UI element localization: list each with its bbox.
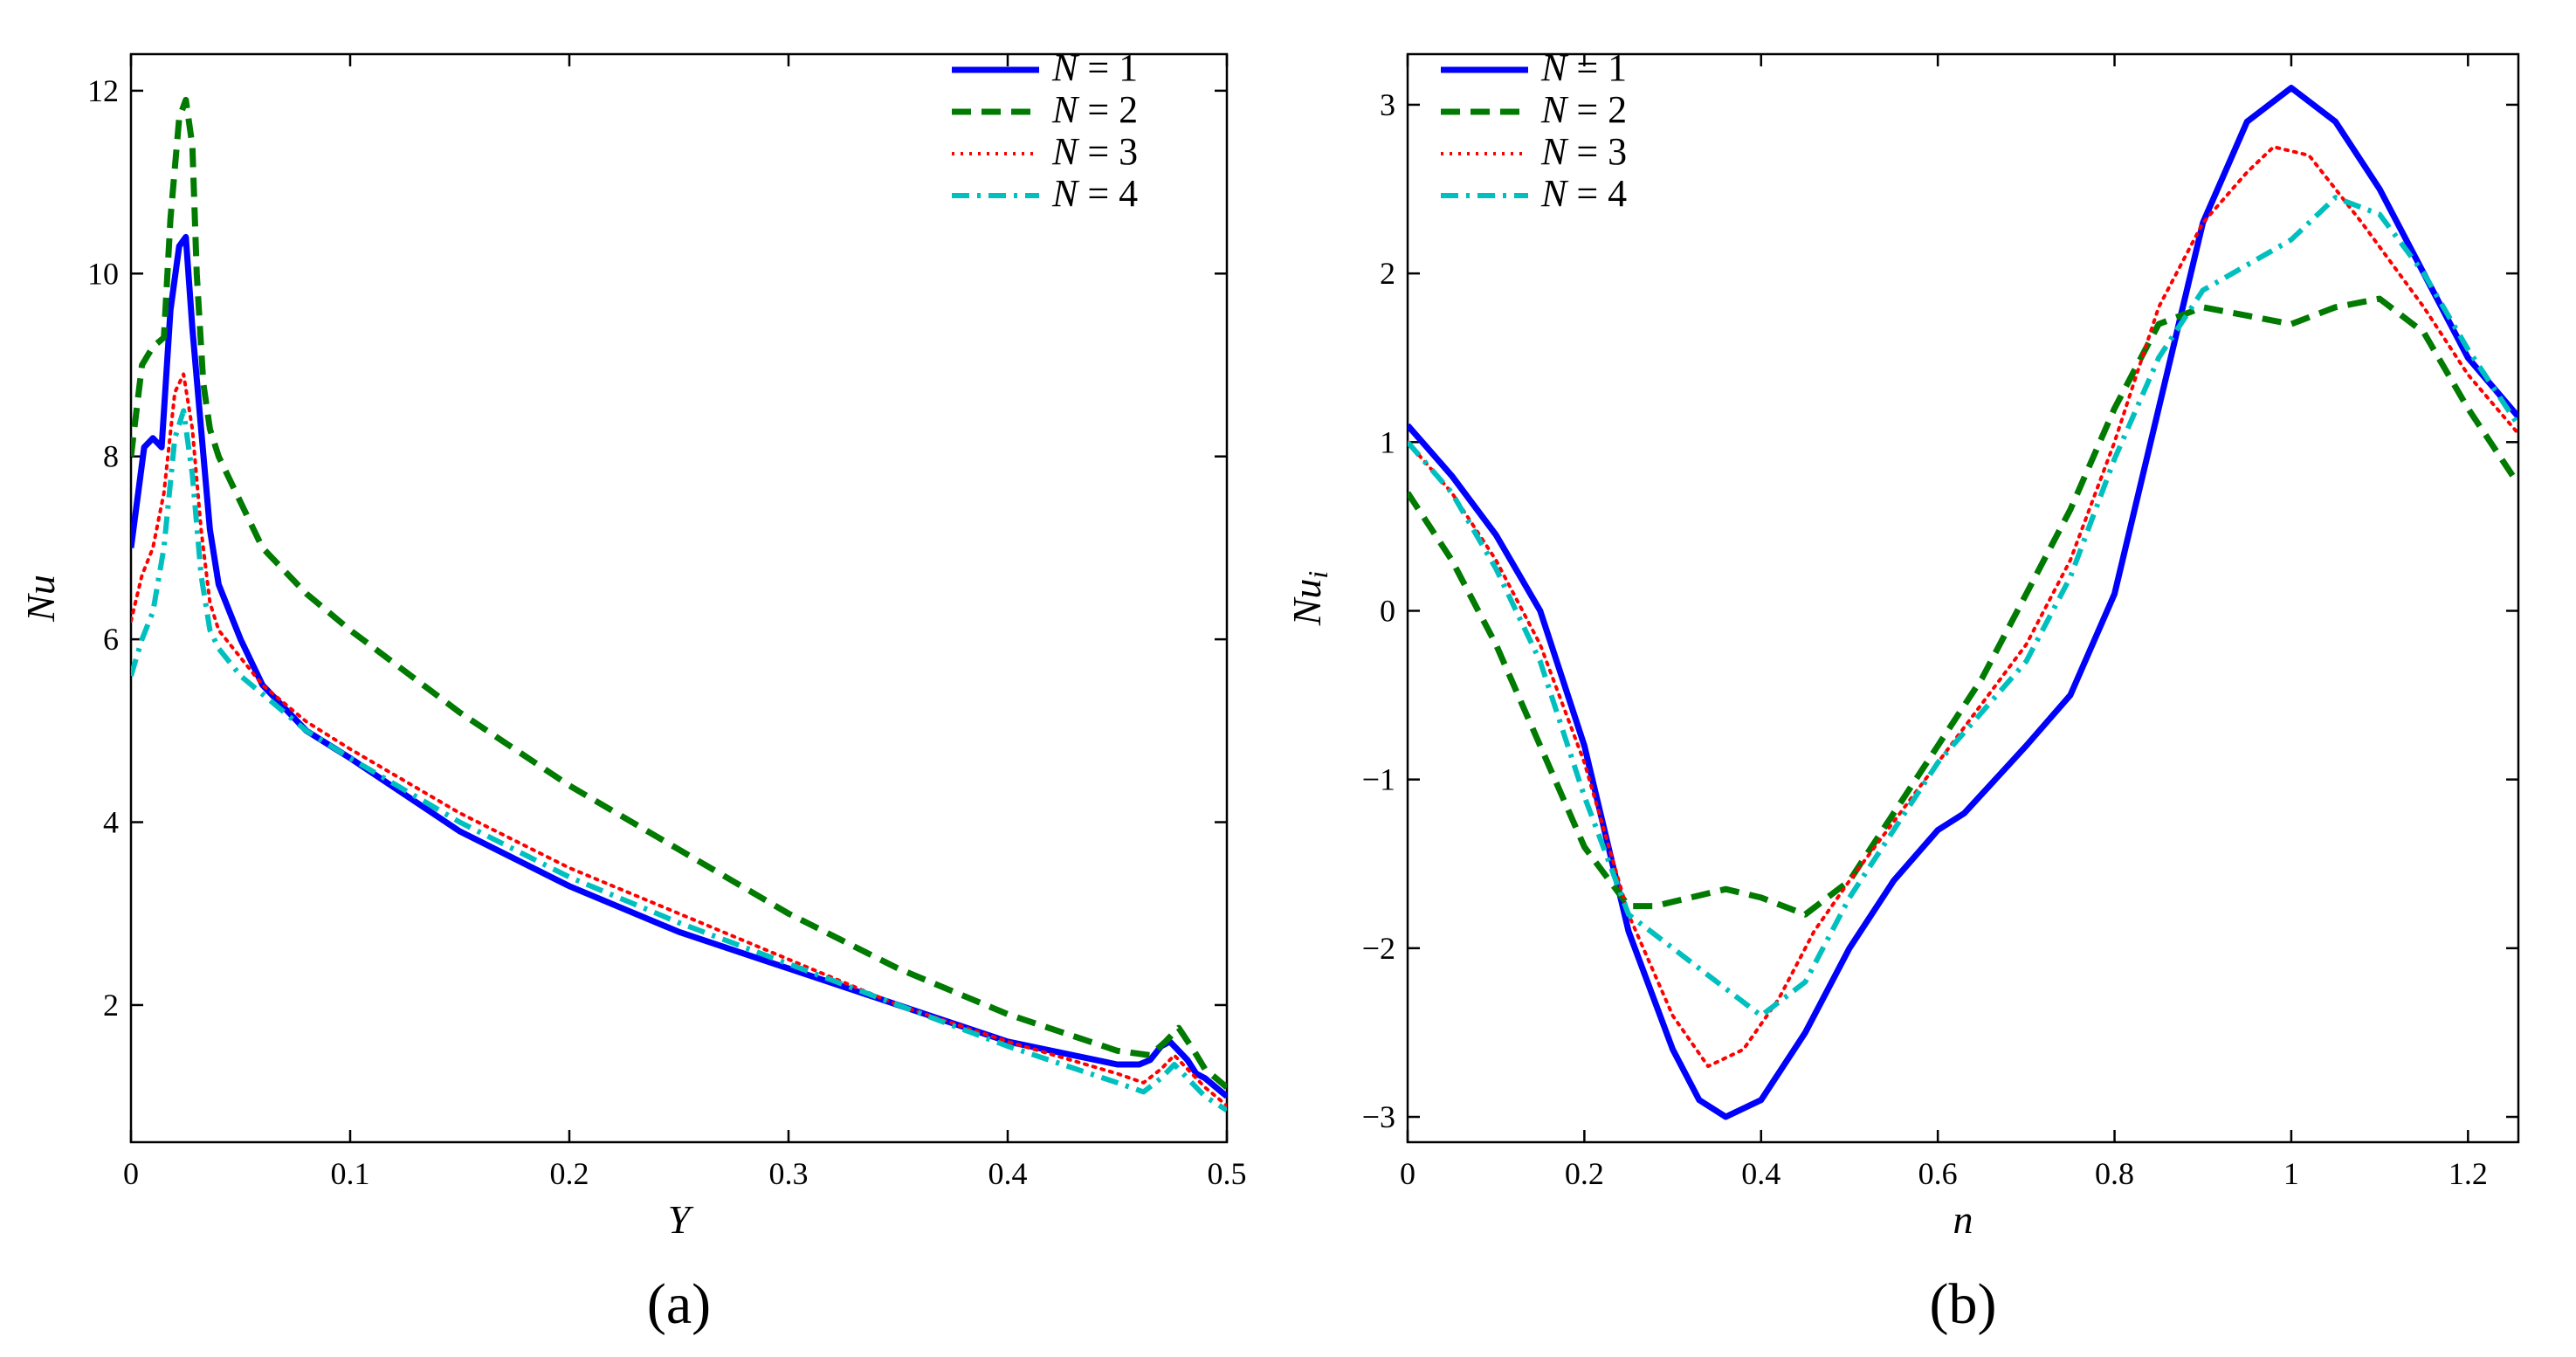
x-tick-label: 1 xyxy=(2283,1156,2299,1191)
x-tick-label: 0.4 xyxy=(1741,1156,1780,1191)
x-tick-label: 0.1 xyxy=(331,1156,370,1191)
legend-label: N = 3 xyxy=(1051,130,1138,173)
panel-b-y-label-main: Nu xyxy=(1285,579,1329,627)
legend-label: N = 3 xyxy=(1540,130,1627,173)
panel-b-plot-area xyxy=(1406,52,2520,1144)
panel-a-caption: (a) xyxy=(647,1272,711,1336)
y-tick-label: 2 xyxy=(1380,256,1395,291)
panel-a-ticks: 0 0.1 0.2 0.3 0.4 0.5 2 4 6 8 10 12 xyxy=(87,54,1247,1191)
legend-label: N = 1 xyxy=(1540,46,1627,89)
x-tick-label: 0.2 xyxy=(550,1156,589,1191)
x-tick-label: 0 xyxy=(123,1156,139,1191)
y-tick-label: −2 xyxy=(1362,931,1395,966)
y-tick-label: 1 xyxy=(1380,424,1395,459)
x-tick-label: 0 xyxy=(1400,1156,1415,1191)
panel-b-series xyxy=(1408,85,2518,1120)
x-tick-label: 1.2 xyxy=(2449,1156,2488,1191)
series-line-n4 xyxy=(131,408,1227,1112)
y-tick-label: 8 xyxy=(103,439,119,474)
panel-a-x-label: Y xyxy=(668,1197,694,1242)
panel-b-legend: N = 1N = 2N = 3N = 4 xyxy=(1441,46,1627,215)
y-tick-label: 2 xyxy=(103,988,119,1023)
panel-a-y-label: Nu xyxy=(18,575,63,623)
x-tick-label: 0.2 xyxy=(1565,1156,1604,1191)
series-line-n2 xyxy=(1408,295,2518,918)
y-tick-label: −3 xyxy=(1362,1099,1395,1134)
panel-a: 0 0.1 0.2 0.3 0.4 0.5 2 4 6 8 10 12 N = 1N = 2N = 3… xyxy=(18,46,1247,1336)
y-tick-label: 3 xyxy=(1380,87,1395,122)
series-line-n3 xyxy=(1408,145,2518,1069)
panel-a-series xyxy=(131,96,1227,1112)
panel-a-legend: N = 1N = 2N = 3N = 4 xyxy=(952,46,1138,215)
panel-b-y-label-subscript: i xyxy=(1302,571,1333,579)
y-tick-label: 10 xyxy=(87,256,119,291)
series-line-n1 xyxy=(131,233,1227,1099)
panel-b-y-label: Nui xyxy=(1285,571,1333,627)
series-line-n3 xyxy=(131,372,1227,1108)
legend-label: N = 4 xyxy=(1051,172,1138,215)
panel-b-x-label: n xyxy=(1953,1197,1973,1242)
x-tick-label: 0.5 xyxy=(1208,1156,1247,1191)
y-tick-label: 4 xyxy=(103,805,119,840)
legend-label: N = 2 xyxy=(1540,88,1627,131)
legend-label: N = 1 xyxy=(1051,46,1138,89)
y-tick-label: 0 xyxy=(1380,593,1395,628)
y-tick-label: 6 xyxy=(103,622,119,657)
y-tick-label: −1 xyxy=(1362,762,1395,797)
series-line-n2 xyxy=(131,96,1227,1090)
panel-b-ticks: 0 0.2 0.4 0.6 0.8 1 1.2 −3 −2 −1 0 1 2 3 xyxy=(1362,54,2518,1191)
x-tick-label: 0.3 xyxy=(769,1156,809,1191)
panel-a-plot-area xyxy=(129,52,1229,1144)
x-tick-label: 0.8 xyxy=(2095,1156,2134,1191)
series-line-n4 xyxy=(1408,195,2518,1019)
legend-label: N = 2 xyxy=(1051,88,1138,131)
x-tick-label: 0.4 xyxy=(988,1156,1028,1191)
y-tick-label: 12 xyxy=(87,73,119,108)
series-line-n1 xyxy=(1408,85,2518,1120)
panel-b-caption: (b) xyxy=(1930,1272,1997,1336)
x-tick-label: 0.6 xyxy=(1918,1156,1958,1191)
legend-label: N = 4 xyxy=(1540,172,1627,215)
